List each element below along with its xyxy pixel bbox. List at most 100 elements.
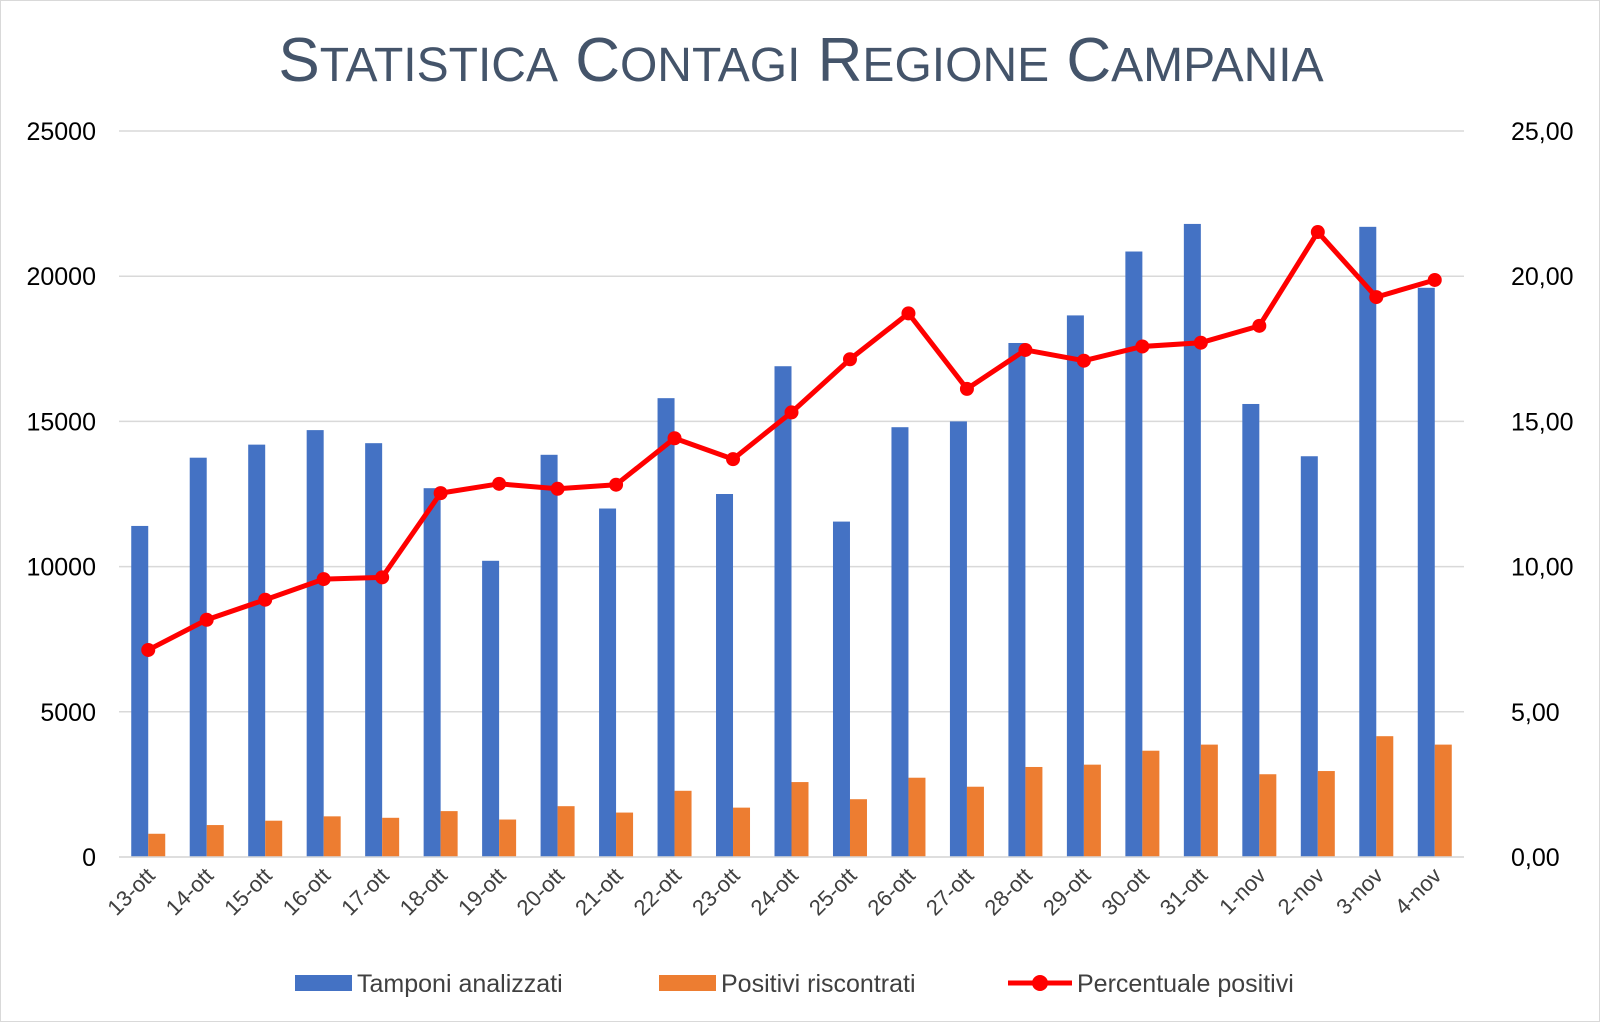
x-axis-tick-label: 21-ott <box>570 863 627 920</box>
x-axis-tick-label: 17-ott <box>336 863 393 920</box>
bar-positivi <box>1434 744 1452 857</box>
bar-positivi <box>1083 764 1101 857</box>
x-axis-tick-label: 1-nov <box>1214 863 1271 920</box>
right-axis-tick-label: 15,00 <box>1511 408 1574 436</box>
bar-positivi <box>323 816 341 857</box>
bar-tamponi <box>949 421 967 857</box>
bar-tamponi <box>599 508 617 857</box>
legend-item: Percentuale positivi <box>1008 970 1294 998</box>
left-axis-tick-label: 20000 <box>26 263 96 291</box>
point-percentuale <box>609 477 624 492</box>
point-percentuale <box>141 642 156 657</box>
left-y-axis: 0 5000 10000 15000 20000 25000 <box>26 118 96 872</box>
x-axis-tick-label: 22-ott <box>629 863 686 920</box>
chart-title: STATISTICA CONTAGI REGIONE CAMPANIA <box>278 26 1323 95</box>
bar-positivi <box>206 825 224 857</box>
bar-positivi <box>265 820 283 857</box>
chart-title-word: R <box>800 26 862 95</box>
x-axis-tick-label: 29-ott <box>1038 863 1095 920</box>
point-percentuale <box>433 486 448 501</box>
chart-title-word: C <box>1049 26 1111 95</box>
right-axis-tick-label: 10,00 <box>1511 554 1574 582</box>
x-axis-tick-label: 24-ott <box>746 863 803 920</box>
legend-item: Tamponi analizzati <box>295 970 563 998</box>
bar-tamponi <box>891 427 909 857</box>
point-percentuale <box>1369 290 1384 305</box>
bar-positivi <box>791 782 809 857</box>
point-percentuale <box>1252 318 1267 333</box>
bar-positivi <box>616 812 634 857</box>
bar-tamponi <box>774 366 792 857</box>
bar-tamponi <box>482 560 500 857</box>
point-percentuale <box>1193 335 1208 350</box>
x-axis: 13-ott 14-ott 15-ott 16-ott 17-ott 18-ott 19-o… <box>102 856 1464 920</box>
bar-positivi <box>908 777 926 857</box>
point-percentuale <box>1076 353 1091 368</box>
right-axis-tick-label: 20,00 <box>1511 263 1574 291</box>
bar-tamponi <box>1183 223 1201 858</box>
legend-item: Positivi riscontrati <box>659 970 916 998</box>
point-percentuale <box>1427 272 1442 287</box>
left-axis-tick-label: 15000 <box>26 408 96 436</box>
x-axis-tick-label: 16-ott <box>278 863 335 920</box>
x-axis-tick-label: 2-nov <box>1273 863 1330 920</box>
bar-tamponi <box>423 488 441 857</box>
x-axis-tick-label: 31-ott <box>1155 863 1212 920</box>
bar-tamponi <box>189 457 207 857</box>
bar-positivi <box>1317 771 1335 857</box>
bar-tamponi <box>248 444 266 857</box>
point-percentuale <box>258 592 273 607</box>
bar-positivi <box>674 790 692 857</box>
right-axis-tick-label: 0,00 <box>1511 844 1560 872</box>
chart-title-word-rest: AMPANIA <box>1111 39 1323 92</box>
x-axis-tick-label: 13-ott <box>102 863 159 920</box>
x-axis-tick-label: 19-ott <box>453 863 510 920</box>
bar-tamponi <box>1417 287 1435 857</box>
bar-positivi <box>1376 736 1394 857</box>
bar-tamponi <box>540 454 558 857</box>
bar-layer <box>131 223 1452 858</box>
legend-label: Positivi riscontrati <box>721 970 916 998</box>
bar-tamponi <box>1125 251 1143 858</box>
bar-positivi <box>499 819 517 857</box>
bar-positivi <box>557 806 575 857</box>
bar-tamponi <box>131 525 149 857</box>
right-y-axis: 0,00 5,00 10,00 15,00 20,00 25,00 <box>1511 118 1574 872</box>
bar-tamponi <box>1008 342 1026 857</box>
bar-positivi <box>382 817 400 857</box>
bar-positivi <box>1025 766 1043 857</box>
point-percentuale <box>492 476 507 491</box>
bar-tamponi <box>1242 403 1260 857</box>
bar-positivi <box>1200 744 1218 857</box>
point-percentuale <box>726 452 741 467</box>
bar-tamponi <box>832 521 850 857</box>
point-percentuale <box>667 431 682 446</box>
chart-title-word-rest: ONTAGI <box>620 39 800 92</box>
point-percentuale <box>1310 225 1325 240</box>
chart-title-word-rest: EGIONE <box>862 39 1049 92</box>
right-axis-tick-label: 5,00 <box>1511 699 1560 727</box>
x-axis-tick-label: 27-ott <box>921 863 978 920</box>
point-percentuale <box>199 612 214 627</box>
x-axis-tick-label: 4-nov <box>1390 863 1447 920</box>
point-percentuale <box>1135 339 1150 354</box>
x-axis-tick-label: 23-ott <box>687 863 744 920</box>
chart-title-word-rest: TATISTICA <box>320 39 558 92</box>
bar-positivi <box>966 786 984 857</box>
x-axis-tick-label: 15-ott <box>219 863 276 920</box>
point-percentuale <box>959 381 974 396</box>
right-axis-tick-label: 25,00 <box>1511 118 1574 146</box>
bar-positivi <box>440 811 458 857</box>
left-axis-tick-label: 10000 <box>26 554 96 582</box>
bar-positivi <box>1259 774 1277 857</box>
legend-swatch-marker <box>1032 975 1048 991</box>
legend-label: Tamponi analizzati <box>357 970 563 998</box>
legend-swatch <box>659 975 716 991</box>
bar-tamponi <box>1066 315 1084 857</box>
point-percentuale <box>1018 342 1033 357</box>
point-percentuale <box>550 481 565 496</box>
legend-swatch <box>295 975 352 991</box>
bar-tamponi <box>716 494 734 857</box>
